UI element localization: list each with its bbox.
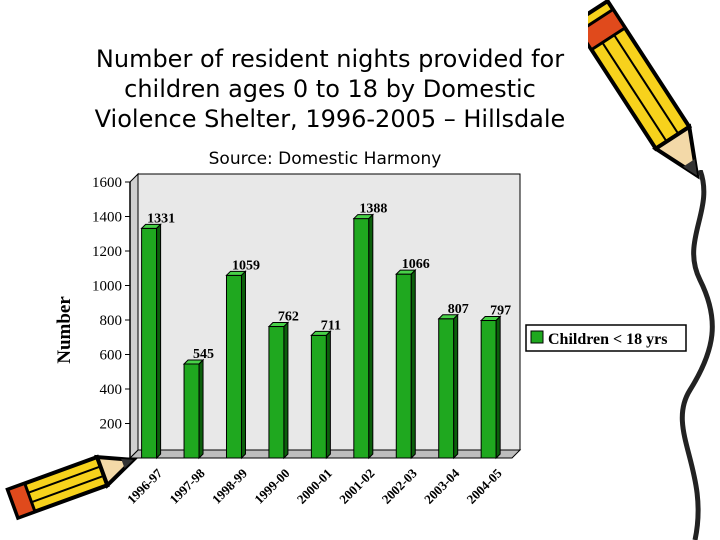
data-label: 545 (193, 347, 214, 362)
data-label: 762 (278, 310, 299, 325)
x-tick-label: 2001-02 (336, 466, 377, 507)
chart-legend: Children < 18 yrs (525, 324, 687, 352)
data-label: 1059 (232, 258, 260, 273)
y-tick-label: 600 (100, 348, 123, 364)
chart-data-labels: 1331 545 1059 762 711 1388 1066 807 797 (147, 202, 511, 362)
y-tick-label: 1400 (92, 210, 122, 226)
title-line-1: Number of resident nights provided for (95, 45, 565, 73)
bar-front (353, 218, 370, 459)
y-tick-label: 1200 (92, 244, 122, 260)
bar-side (368, 213, 374, 460)
y-tick-label: 400 (100, 382, 123, 398)
bar (140, 223, 162, 460)
y-tick-label: 1600 (92, 175, 122, 191)
bar-front (141, 227, 158, 459)
data-label: 1331 (147, 211, 175, 226)
chart-side-wall (129, 172, 139, 460)
chart-title: Number of resident nights provided for c… (40, 44, 620, 134)
y-axis-title: Number (54, 296, 75, 364)
bar (437, 313, 459, 460)
bar-front (395, 273, 412, 459)
x-tick-label: 1997-98 (166, 465, 208, 507)
scribble-line-decoration (679, 170, 715, 540)
bar (267, 321, 290, 460)
bar-front (480, 320, 497, 459)
x-tick-label: 2004-05 (464, 465, 506, 507)
bar (352, 213, 375, 460)
bar-front (183, 363, 200, 459)
data-label: 807 (448, 302, 469, 317)
title-line-2: children ages 0 to 18 by Domestic (124, 75, 536, 103)
bar-side (156, 223, 162, 460)
pencil-icon (588, 0, 700, 180)
pencil-icon (5, 454, 138, 521)
legend-frame (525, 324, 687, 352)
bar-side (198, 358, 204, 460)
y-tick-label: 200 (100, 417, 123, 433)
bar-front (438, 318, 455, 459)
bar-front (268, 326, 285, 459)
bar (479, 315, 502, 460)
bar (225, 270, 247, 460)
x-tick-label: 1998-99 (209, 465, 251, 507)
bar (310, 330, 332, 460)
x-tick-label: 2000-01 (294, 466, 335, 507)
chart-bars (140, 213, 502, 460)
data-label: 711 (321, 318, 341, 333)
bar (395, 268, 417, 460)
x-tick-label: 2002-03 (379, 465, 421, 507)
legend-label: Children < 18 yrs (548, 331, 668, 348)
y-tick-label: 1000 (92, 279, 122, 295)
bar-front (310, 334, 327, 459)
data-label: 1388 (359, 202, 387, 217)
bar-side (283, 321, 289, 460)
bar-side (240, 270, 246, 460)
title-line-3: Violence Shelter, 1996-2005 – Hillsdale (94, 105, 566, 133)
chart-subtitle: Source: Domestic Harmony (208, 149, 442, 169)
bar-front (225, 274, 242, 459)
x-tick-label: 1999-00 (251, 466, 292, 507)
legend-box: Children < 18 yrs (525, 324, 687, 352)
bar (182, 358, 205, 460)
bar-side (453, 313, 459, 460)
bar-side (495, 315, 501, 460)
bar-side (325, 330, 331, 460)
legend-swatch (530, 330, 544, 344)
data-label: 1066 (402, 257, 430, 272)
data-label: 797 (490, 304, 511, 319)
chart-axes (125, 181, 131, 459)
x-tick-label: 2003-04 (421, 465, 463, 507)
bar-side (410, 268, 416, 460)
y-tick-label: 800 (100, 313, 123, 329)
